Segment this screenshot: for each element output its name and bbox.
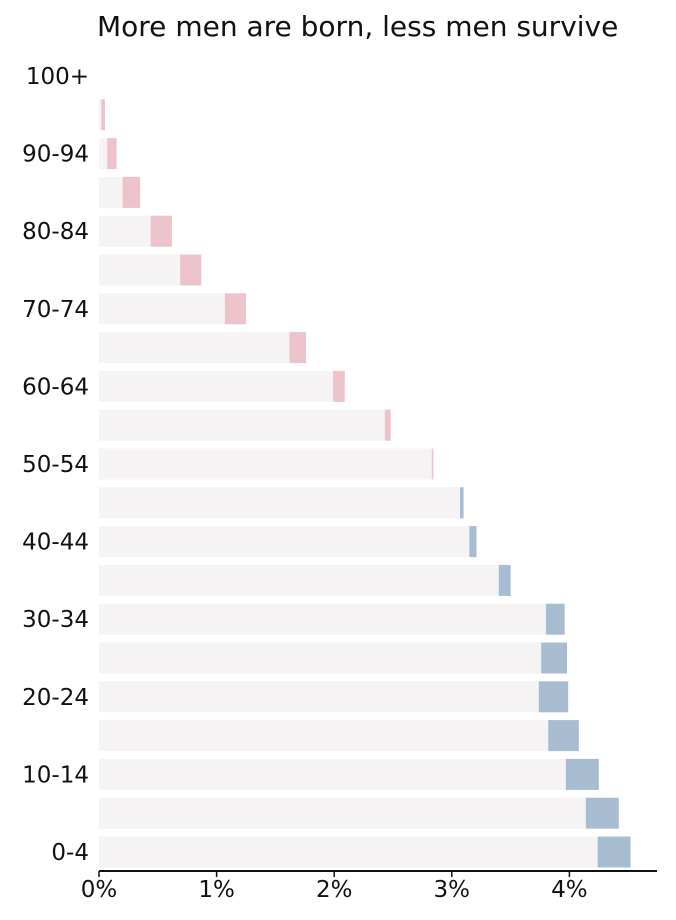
bar-base-60-64 (99, 370, 334, 402)
bar-base-50-54 (99, 448, 432, 480)
bar-base-0-4 (99, 836, 598, 868)
bar-base-65-69 (99, 332, 290, 364)
bar-women-excess-60-64 (333, 370, 345, 402)
bar-men-excess-25-29 (541, 642, 568, 674)
bar-men-excess-35-39 (498, 564, 511, 596)
y-tick-label-30-34: 30-34 (22, 607, 89, 633)
bar-women-excess-95-99 (101, 99, 105, 131)
bar-women-excess-50-54 (431, 448, 434, 480)
bar-women-excess-55-59 (384, 409, 391, 441)
y-tick-label-50-54: 50-54 (22, 452, 89, 478)
bar-men-excess-0-4 (597, 836, 631, 868)
y-tick-label-70-74: 70-74 (22, 297, 89, 323)
bar-women-excess-85-89 (122, 176, 141, 208)
y-tick-label-60-64: 60-64 (22, 374, 89, 400)
bar-base-95-99 (99, 99, 102, 131)
x-tick-label-0: 0% (81, 877, 118, 903)
bar-men-excess-10-14 (565, 758, 599, 790)
bar-base-85-89 (99, 176, 123, 208)
y-tick-label-80-84: 80-84 (22, 219, 89, 245)
bar-base-15-19 (99, 720, 549, 752)
bar-base-25-29 (99, 642, 542, 674)
bar-men-excess-30-34 (545, 603, 565, 635)
bar-base-10-14 (99, 758, 566, 790)
bar-women-excess-65-69 (289, 332, 306, 364)
y-tick-label-20-24: 20-24 (22, 685, 89, 711)
bar-men-excess-15-19 (548, 720, 579, 752)
bar-base-80-84 (99, 215, 151, 247)
bar-base-55-59 (99, 409, 385, 441)
bar-men-excess-5-9 (585, 797, 619, 829)
bar-women-excess-75-79 (180, 254, 202, 286)
x-tick-label-2: 2% (316, 877, 353, 903)
y-tick-label-10-14: 10-14 (22, 762, 89, 788)
x-tick-label-3: 3% (434, 877, 471, 903)
bar-women-excess-80-84 (150, 215, 172, 247)
bar-men-excess-40-44 (469, 526, 477, 558)
bar-base-40-44 (99, 526, 470, 558)
x-tick-label-1: 1% (198, 877, 235, 903)
y-tick-label-100+: 100+ (26, 64, 89, 90)
bar-base-20-24 (99, 681, 539, 713)
chart-title: More men are born, less men survive (97, 10, 619, 43)
bar-base-35-39 (99, 564, 499, 596)
y-tick-label-90-94: 90-94 (22, 142, 89, 168)
bar-base-75-79 (99, 254, 181, 286)
y-tick-label-0-4: 0-4 (51, 840, 89, 866)
bar-women-excess-90-94 (107, 138, 117, 170)
bar-base-45-49 (99, 487, 461, 519)
bar-base-70-74 (99, 293, 225, 325)
bar-men-excess-20-24 (538, 681, 569, 713)
x-tick-label-4: 4% (551, 877, 588, 903)
bar-base-90-94 (99, 138, 108, 170)
bar-base-5-9 (99, 797, 586, 829)
bar-women-excess-70-74 (224, 293, 246, 325)
y-tick-label-40-44: 40-44 (22, 530, 89, 556)
bar-base-30-34 (99, 603, 546, 635)
bar-men-excess-45-49 (460, 487, 464, 519)
